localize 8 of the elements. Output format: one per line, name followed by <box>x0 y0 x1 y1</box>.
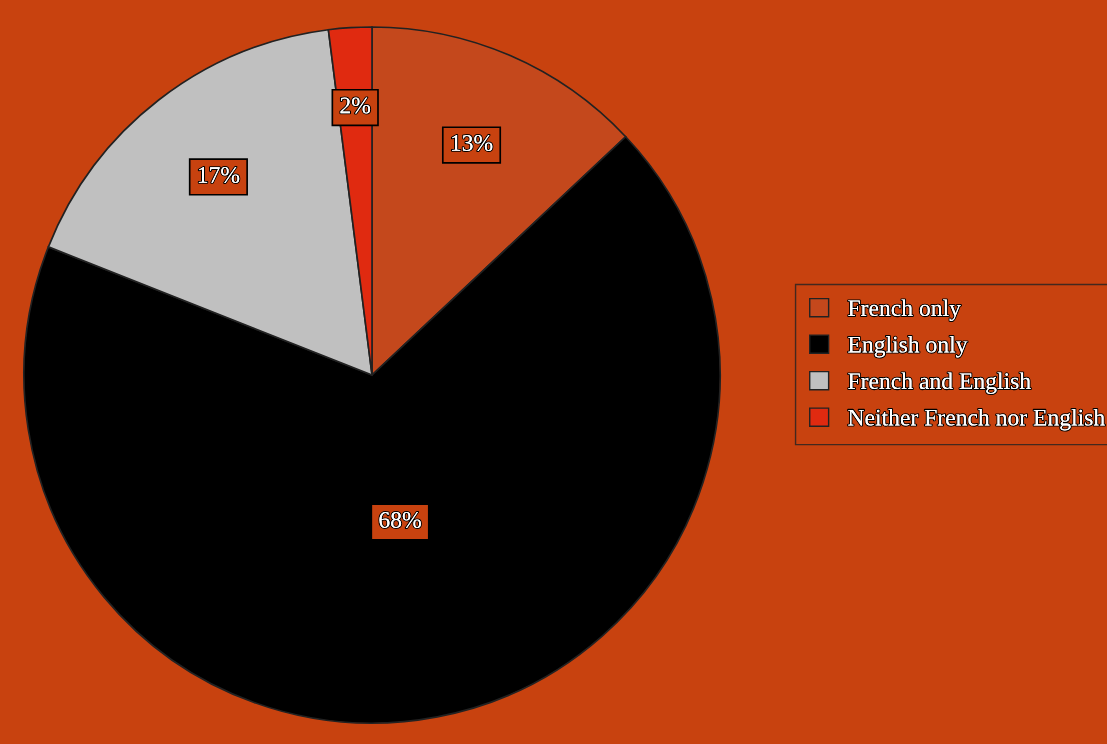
data-label: 68% <box>379 511 421 528</box>
data-label: 2% <box>340 97 371 114</box>
data-label: 13% <box>451 135 493 152</box>
legend-label: Neither French nor English <box>848 408 1105 431</box>
data-label: 17% <box>198 166 240 183</box>
legend-label: French and English <box>848 372 1031 394</box>
legend-label: English only <box>848 336 968 358</box>
legend-label: French only <box>848 299 961 321</box>
